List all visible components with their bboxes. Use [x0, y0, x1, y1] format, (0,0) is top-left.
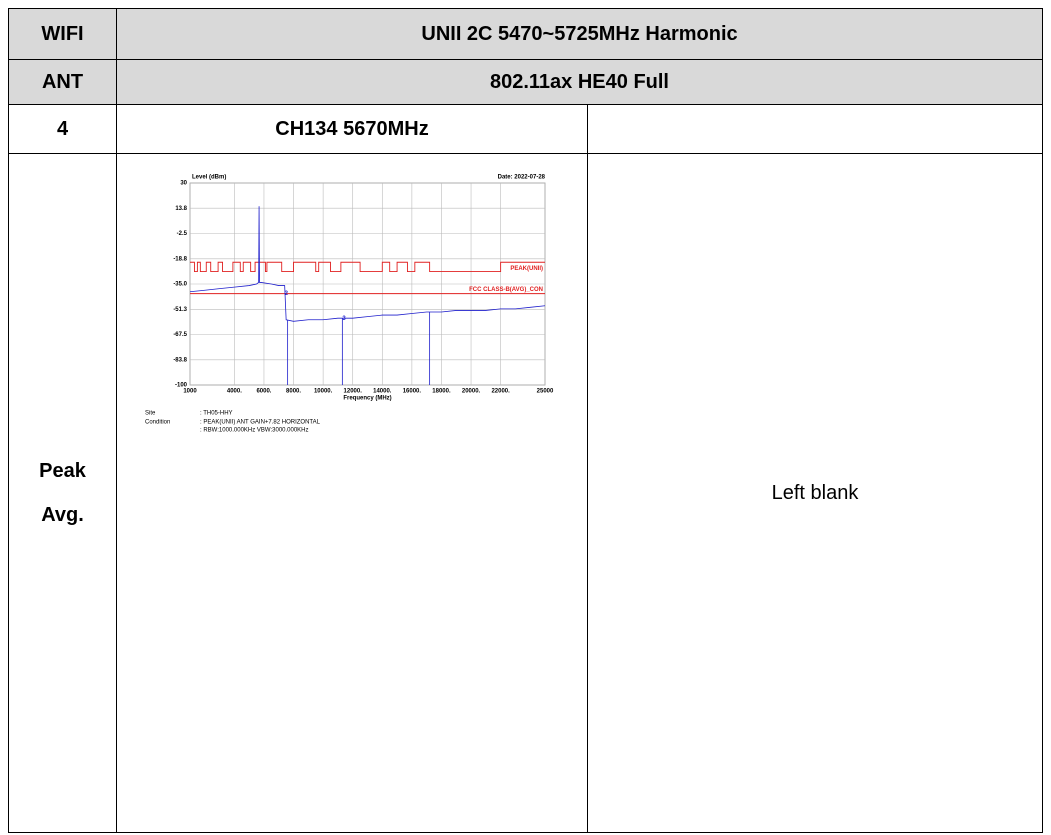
marker: 3 [342, 316, 346, 322]
y-tick-label: -67.5 [173, 332, 187, 338]
condition-label: Condition [145, 420, 170, 426]
cell: 802.11ax HE40 Full [116, 59, 1043, 105]
x-tick-label: 8000. [286, 389, 301, 395]
x-tick-label: 4000. [227, 389, 242, 395]
trace [189, 206, 546, 322]
y-tick-label: -51.3 [173, 307, 187, 313]
y-tick-label: 30 [180, 181, 187, 187]
x-tick-label: 6000. [256, 389, 271, 395]
x-tick-label: 22000. [491, 389, 510, 395]
peak-limit-label: PEAK(UNII) [510, 266, 543, 272]
x-tick-label: 20000. [462, 389, 481, 395]
y-axis-label: Level (dBm) [192, 175, 226, 181]
cell: CH134 5670MHz [116, 104, 588, 154]
y-tick-label: -83.8 [173, 357, 187, 363]
y-tick-label: -35.0 [173, 282, 187, 288]
site: : TH05-HHY [200, 411, 233, 417]
cell: ANT [8, 59, 117, 105]
mode: Peak [39, 460, 86, 482]
site-label: Site [145, 411, 156, 417]
cell: 4 [8, 104, 117, 154]
x-tick-label: 12000. [344, 389, 363, 395]
peak-limit [190, 261, 545, 273]
plot: -100 -83.8 -67.5 -51.3 -35.0 -18.8 -2.5 13.8 30 1… [145, 175, 554, 434]
x-tick-label: 25000 [537, 389, 554, 395]
x-tick-label: 16000. [403, 389, 422, 395]
condition: : PEAK(UNII) ANT GAIN+7.82 HORIZONTAL [200, 420, 321, 426]
y-tick-label: -2.5 [177, 231, 188, 237]
cell: Left blank [587, 153, 1043, 833]
y-tick-label: -100 [175, 383, 188, 389]
y-tick-label: 13.8 [175, 206, 187, 212]
avg-limit-label: FCC CLASS-B(AVG)_CON [469, 287, 543, 293]
x-axis-label: Frequency (MHz) [343, 396, 391, 402]
x-tick-label: 1000 [183, 389, 197, 395]
date: Date: 2022-07-28 [498, 175, 546, 181]
cell: WIFI [8, 8, 117, 60]
y-tick-label: -18.8 [173, 256, 187, 262]
cell: Peak Avg. [8, 153, 117, 833]
x-tick-label: 10000. [314, 389, 333, 395]
condition: : RBW:1000.000KHz VBW:3000.000KHz [200, 428, 309, 434]
cell [587, 104, 1043, 154]
cell: UNII 2C 5470~5725MHz Harmonic [116, 8, 1043, 60]
x-tick-label: 18000. [432, 389, 451, 395]
marker: 2 [285, 291, 289, 297]
x-tick-label: 14000. [373, 389, 392, 395]
mode: Avg. [41, 504, 84, 526]
